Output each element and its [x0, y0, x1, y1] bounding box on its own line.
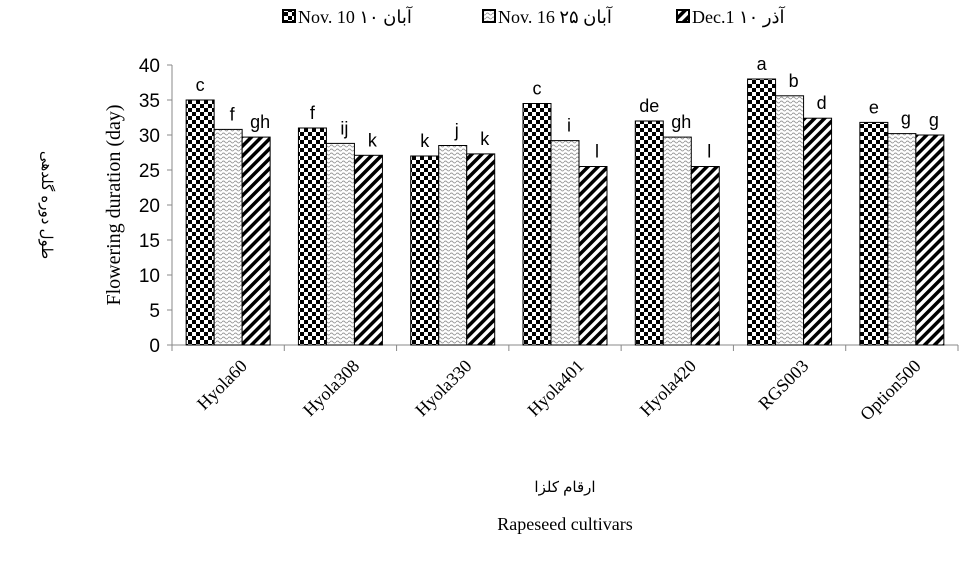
bar [859, 121, 889, 346]
bar [578, 166, 608, 346]
legend-swatch [676, 9, 690, 23]
x-tick-label: Option500 [856, 356, 925, 425]
legend-label: Dec.1 ۱۰ آذر [692, 6, 786, 28]
y-tick-label: 10 [139, 266, 160, 287]
legend-swatch [482, 9, 496, 23]
bar [775, 95, 805, 346]
x-tick-label: Hyola420 [636, 356, 700, 420]
bar [353, 154, 383, 346]
x-tick-label: Hyola330 [411, 356, 475, 420]
bar-letter: ij [340, 118, 348, 138]
bar [466, 153, 496, 346]
bar [213, 128, 243, 346]
x-tick-label: RGS003 [754, 356, 812, 414]
x-tick-label: Hyola60 [193, 356, 251, 414]
bar-letter: j [454, 121, 459, 141]
bar-letter: k [368, 130, 378, 150]
y-tick-label: 0 [149, 336, 160, 357]
bar-letter: g [901, 109, 911, 129]
legend-swatch [282, 9, 296, 23]
y-tick-label: 20 [139, 196, 160, 217]
bar-letter: i [567, 116, 571, 136]
bar-letter: c [196, 75, 205, 95]
y-tick-label: 30 [139, 126, 160, 147]
y-tick-label: 5 [149, 301, 160, 322]
bar-letter: c [533, 79, 542, 99]
bar-letter: d [817, 93, 827, 113]
bar-letter: gh [250, 112, 270, 132]
bar-letter: g [929, 110, 939, 130]
x-axis-label: Rapeseed cultivars [497, 514, 632, 534]
bar-letter: b [789, 71, 799, 91]
bar-letter: e [869, 97, 879, 117]
bar-letter: gh [671, 112, 691, 132]
bar-letter: f [310, 103, 316, 123]
bar-letter: k [480, 129, 490, 149]
legend-label: Nov. 10 ۱۰ آبان [298, 6, 413, 27]
bar [915, 134, 945, 346]
bar-letter: l [595, 142, 599, 162]
bar [662, 136, 692, 346]
bar [185, 99, 215, 346]
y-tick-label: 15 [139, 231, 160, 252]
bar [803, 117, 833, 346]
bar-letter: k [420, 131, 430, 151]
y-tick-label: 25 [139, 161, 160, 182]
y-tick-label: 40 [139, 56, 160, 77]
bar [522, 103, 552, 346]
bar-letter: f [230, 104, 236, 124]
bar-letter: de [639, 96, 659, 116]
bar [550, 140, 580, 346]
x-tick-label: Hyola401 [523, 356, 587, 420]
bar [690, 166, 720, 346]
bar [241, 136, 271, 346]
legend-label: Nov. 16 ۲۵ آبان [498, 6, 613, 27]
bar [297, 127, 327, 346]
x-axis-label-fa: ارقام کلزا [534, 479, 595, 496]
y-tick-label: 35 [139, 91, 160, 112]
bar [634, 120, 664, 346]
bar [887, 133, 917, 346]
bar-letter: l [707, 142, 711, 162]
bar [747, 78, 777, 346]
bar [325, 142, 355, 346]
bar-letter: a [757, 54, 768, 74]
x-tick-label: Hyola308 [299, 356, 363, 420]
bar [410, 155, 440, 346]
y-axis-label: Flowering duration (day) [103, 104, 125, 305]
y-axis-label-fa: طول دوره گلدهی [38, 151, 56, 259]
bar [438, 145, 468, 346]
